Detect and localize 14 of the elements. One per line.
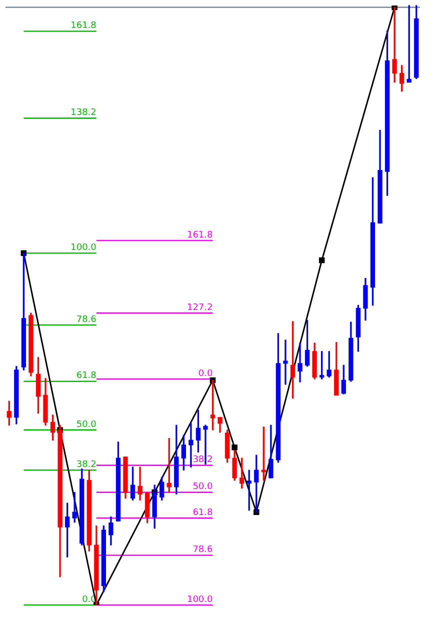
annotation: 100.0 — [70, 242, 97, 253]
annotation: 61.8 — [192, 508, 214, 518]
annotation: 127.2 — [186, 302, 213, 313]
annotation: 50.0 — [192, 482, 214, 492]
annotation: 161.8 — [186, 230, 214, 240]
annotation: 61.8 — [76, 371, 97, 382]
annotation: 138.2 — [70, 108, 96, 118]
annotation: 0.0 — [198, 368, 214, 379]
annotation: 100.0 — [186, 594, 214, 605]
annotation: 50.0 — [76, 420, 97, 430]
annotation: 78.6 — [192, 545, 214, 556]
annotation: 78.6 — [76, 314, 97, 325]
annotation: 161.8 — [70, 21, 97, 32]
annotation: 38.2 — [76, 460, 96, 470]
